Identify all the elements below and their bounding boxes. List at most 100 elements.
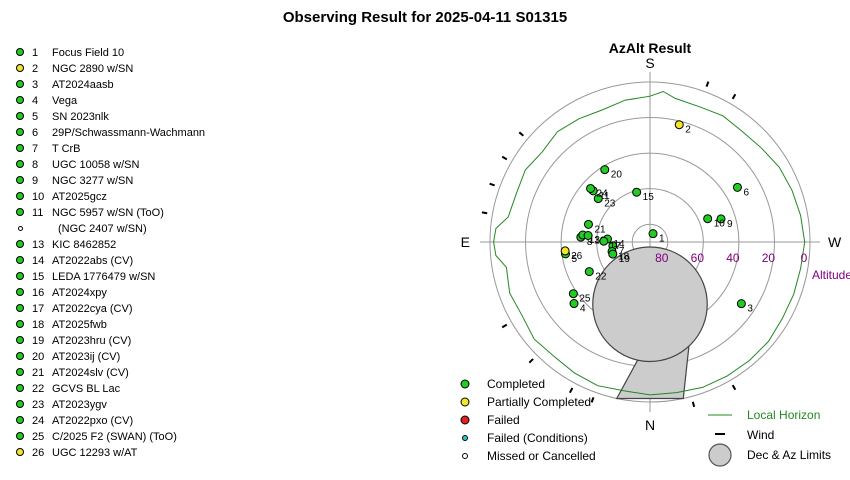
target-name: AT2024xpy: [52, 287, 107, 299]
target-point: [632, 187, 642, 197]
target-point-label: 17: [610, 241, 622, 252]
target-name: KIC 8462852: [52, 239, 117, 251]
target-name: SN 2023nlk: [52, 111, 109, 123]
target-point-label: 10: [714, 219, 726, 230]
target-name: T CrB: [52, 143, 81, 155]
wind-tick: [731, 384, 737, 391]
wind-tick: [705, 81, 710, 87]
status-dot-icon: [16, 400, 24, 408]
compass-s: S: [645, 55, 654, 71]
legend-label: Partially Completed: [487, 395, 591, 409]
compass-e: E: [461, 234, 470, 250]
target-point-label: 15: [643, 192, 655, 203]
target-name: NGC 2890 w/SN: [52, 63, 134, 75]
status-dot-icon: [16, 128, 24, 136]
target-point: [560, 246, 570, 256]
target-number: 13: [32, 239, 45, 251]
target-point-label: 6: [743, 187, 749, 198]
target-point: [599, 236, 609, 246]
target-point: [593, 194, 603, 204]
legend-marker: [460, 379, 470, 389]
target-number: 21: [32, 367, 45, 379]
altitude-tick-label: 80: [655, 251, 669, 265]
status-dot-icon: [16, 352, 24, 360]
target-point: [648, 229, 658, 239]
target-name: GCVS BL Lac: [52, 383, 121, 395]
target-point-label: 9: [727, 219, 733, 230]
status-dot-icon: [16, 432, 24, 440]
target-point-label: 8: [587, 237, 593, 248]
target-point: [568, 289, 578, 299]
status-dot-icon: [18, 226, 23, 231]
status-dot-icon: [16, 320, 24, 328]
target-point: [703, 214, 713, 224]
target-name: AT2025gcz: [52, 191, 107, 203]
dec-limit-region: [592, 246, 708, 363]
target-point-label: 21: [594, 224, 606, 235]
target-point: [608, 249, 618, 259]
target-point-label: 25: [579, 294, 591, 305]
status-dot-icon: [16, 192, 24, 200]
target-point: [736, 299, 746, 309]
status-dot-icon: [16, 112, 24, 120]
target-point: [584, 267, 594, 277]
target-point: [583, 219, 593, 229]
target-name: AT2022abs (CV): [52, 255, 134, 267]
target-number: 17: [32, 303, 45, 315]
target-number: 18: [32, 319, 45, 331]
altitude-tick-label: 60: [691, 251, 705, 265]
target-number: 5: [32, 111, 39, 123]
target-number: 11: [32, 207, 44, 219]
target-number: 4: [32, 95, 39, 107]
target-name: 29P/Schwassmann-Wachmann: [52, 127, 206, 139]
target-name: NGC 5957 w/SN (ToO): [52, 207, 164, 219]
target-number: 14: [32, 255, 45, 267]
target-point: [716, 214, 726, 224]
target-point-label: 4: [580, 304, 586, 315]
target-name: AT2022cya (CV): [52, 303, 133, 315]
legend-label: Completed: [487, 377, 545, 391]
target-number: 23: [32, 399, 45, 411]
legend-label: Missed or Cancelled: [487, 449, 596, 463]
target-number: 19: [32, 335, 45, 347]
status-dot-icon: [16, 96, 24, 104]
target-point-label: 3: [747, 304, 753, 315]
status-dot-icon: [16, 448, 24, 456]
altitude-tick-label: 0: [801, 251, 808, 265]
wind-tick: [518, 131, 524, 137]
target-point: [732, 182, 742, 192]
target-point-label: 23: [604, 199, 616, 210]
wind-tick: [590, 397, 595, 403]
target-point-label: 13: [589, 235, 601, 246]
wind-tick: [501, 155, 508, 161]
legend-marker: [462, 453, 468, 459]
target-point-label: 7: [619, 246, 625, 257]
target-point-label: 14: [613, 239, 625, 250]
compass-w: W: [828, 234, 842, 250]
wind-tick: [489, 182, 495, 187]
target-name: AT2024aasb: [52, 79, 114, 91]
wind-tick: [691, 401, 696, 408]
compass-n: N: [645, 417, 655, 433]
target-point: [600, 165, 610, 175]
target-number: 25: [32, 431, 45, 443]
status-dot-icon: [16, 304, 24, 312]
status-dot-icon: [16, 256, 24, 264]
wind-tick: [501, 323, 508, 329]
legend-marker: [460, 415, 470, 425]
status-dot-icon: [16, 208, 24, 216]
target-point-label: 24: [597, 188, 609, 199]
legend-label: Local Horizon: [747, 408, 820, 422]
target-number: 1: [32, 47, 39, 59]
target-name: (NGC 2407 w/SN): [58, 223, 147, 235]
target-number: 9: [32, 175, 39, 187]
target-point-label: 19: [619, 254, 631, 265]
target-name: AT2025fwb: [52, 319, 107, 331]
status-dot-icon: [16, 288, 24, 296]
target-point-label: 1: [659, 234, 665, 245]
target-number: 2: [32, 63, 39, 75]
target-number: 6: [32, 127, 39, 139]
target-number: 15: [32, 271, 45, 283]
legend-marker: [462, 435, 468, 441]
